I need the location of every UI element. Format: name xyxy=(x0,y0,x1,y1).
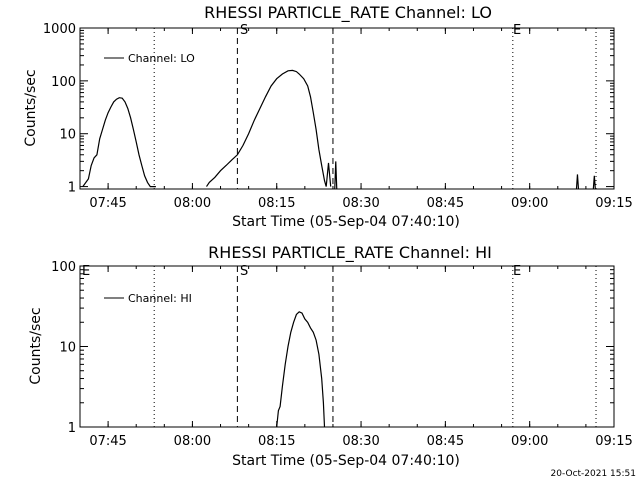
lo-start-marker: S xyxy=(240,23,248,38)
x-tick-label: 08:45 xyxy=(427,434,464,449)
lo-channel-panel: RHESSI PARTICLE_RATE Channel: LO 07:45 08… xyxy=(23,3,633,230)
footer-timestamp: 20-Oct-2021 15:51 xyxy=(551,469,636,479)
hi-data-layer xyxy=(153,266,597,428)
x-tick-label: 08:00 xyxy=(174,434,211,449)
lo-y-axis-label: Counts/sec xyxy=(23,69,39,146)
x-tick-label: 08:15 xyxy=(258,434,295,449)
hi-end-marker: E xyxy=(513,264,521,279)
lo-legend-label: Channel: LO xyxy=(128,52,195,65)
y-tick-label: 10 xyxy=(59,128,76,143)
hi-start-marker: S xyxy=(240,264,248,279)
y-tick-label: 10 xyxy=(59,341,76,356)
series-line xyxy=(276,311,326,428)
series-line xyxy=(82,69,332,188)
series-spike xyxy=(334,161,338,190)
series-spike xyxy=(575,174,580,190)
hi-channel-panel: RHESSI PARTICLE_RATE Channel: HI 07:45 08… xyxy=(28,243,633,469)
hi-axes: 07:45 08:00 08:15 08:30 08:45 09:00 09:15 1 10 10… xyxy=(51,260,633,449)
y-tick-label: 1 xyxy=(68,421,76,436)
hi-x-axis-label: Start Time (05-Sep-04 07:40:10) xyxy=(232,453,460,469)
x-tick-label: 08:45 xyxy=(427,196,464,211)
x-tick-label: 07:45 xyxy=(89,434,126,449)
x-tick-label: 08:30 xyxy=(342,434,379,449)
hi-plot-frame xyxy=(79,265,615,428)
x-tick-label: 08:30 xyxy=(342,196,379,211)
lo-end-marker: E xyxy=(513,23,521,38)
hi-legend-label: Channel: HI xyxy=(128,292,192,305)
y-tick-label: 100 xyxy=(51,260,76,275)
lo-axes: 07:45 08:00 08:15 08:30 08:45 09:00 09:15 1 10 10… xyxy=(43,22,633,211)
lo-data-layer xyxy=(82,28,597,190)
x-tick-label: 08:00 xyxy=(174,196,211,211)
y-tick-label: 100 xyxy=(51,75,76,90)
hi-chart-title: RHESSI PARTICLE_RATE Channel: HI xyxy=(208,243,492,263)
lo-x-axis-label: Start Time (05-Sep-04 07:40:10) xyxy=(232,214,460,230)
x-tick-label: 07:45 xyxy=(89,196,126,211)
hi-y-axis-label: Counts/sec xyxy=(28,307,44,384)
x-tick-label: 09:00 xyxy=(511,196,548,211)
series-spike xyxy=(592,175,596,190)
x-tick-label: 09:00 xyxy=(511,434,548,449)
hi-end-marker-left: E xyxy=(82,264,90,279)
y-tick-label: 1000 xyxy=(43,22,76,37)
lo-chart-title: RHESSI PARTICLE_RATE Channel: LO xyxy=(204,3,492,23)
x-tick-label: 08:15 xyxy=(258,196,295,211)
y-tick-label: 1 xyxy=(68,181,76,196)
x-tick-label: 09:15 xyxy=(595,434,632,449)
x-tick-label: 09:15 xyxy=(595,196,632,211)
